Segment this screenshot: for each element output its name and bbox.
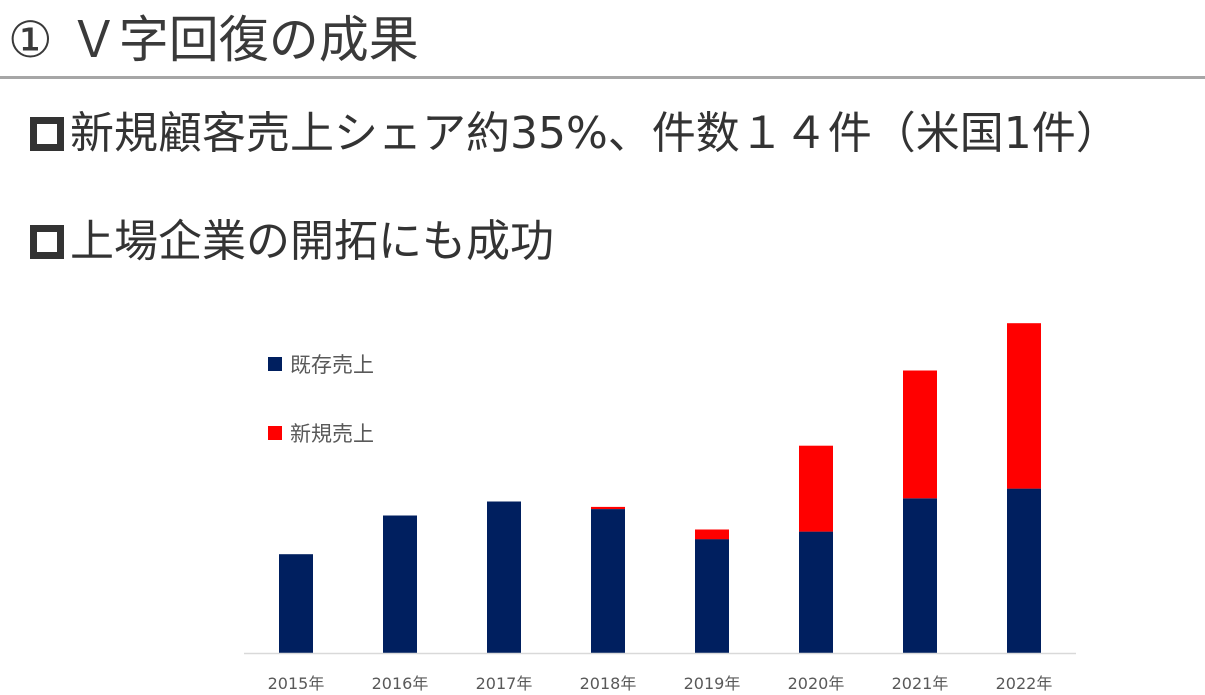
bar-existing-8	[1007, 488, 1041, 653]
bar-existing-3	[487, 501, 521, 653]
bar-existing-1	[279, 554, 313, 653]
x-tick-label: 2017年	[476, 674, 533, 693]
bar-new-7	[903, 370, 937, 499]
x-tick-label: 2021年	[892, 674, 949, 693]
bar-new-5	[695, 529, 729, 540]
bar-existing-5	[695, 539, 729, 653]
x-tick-label: 2020年	[788, 674, 845, 693]
bar-existing-2	[383, 515, 417, 653]
bullet-new-customer-share: 新規顧客売上シェア約35%、件数１４件（米国1件）	[30, 104, 1120, 164]
legend-swatch-existing	[268, 357, 282, 371]
slide-title: ① Ｖ字回復の成果	[8, 11, 419, 69]
bar-existing-6	[799, 531, 833, 653]
x-tick-label: 2015年	[268, 674, 325, 693]
x-tick-label: 2019年	[684, 674, 741, 693]
x-tick-label: 2016年	[372, 674, 429, 693]
bar-new-4	[591, 506, 625, 509]
bar-new-8	[1007, 323, 1041, 489]
bar-existing-7	[903, 498, 937, 653]
square-bullet-icon	[30, 225, 64, 259]
x-tick-label: 2018年	[580, 674, 637, 693]
bullet-text: 上場企業の開拓にも成功	[70, 216, 554, 267]
title-divider	[0, 76, 1205, 79]
bullet-text: 新規顧客売上シェア約35%、件数１４件（米国1件）	[70, 108, 1120, 159]
square-bullet-icon	[30, 117, 64, 151]
bar-existing-4	[591, 509, 625, 653]
bar-new-6	[799, 445, 833, 532]
legend-swatch-new	[268, 426, 282, 440]
legend-label-new: 新規売上	[290, 422, 374, 446]
x-tick-label: 2022年	[996, 674, 1053, 693]
legend-label-existing: 既存売上	[290, 353, 374, 377]
bullet-listed-companies: 上場企業の開拓にも成功	[30, 212, 554, 272]
